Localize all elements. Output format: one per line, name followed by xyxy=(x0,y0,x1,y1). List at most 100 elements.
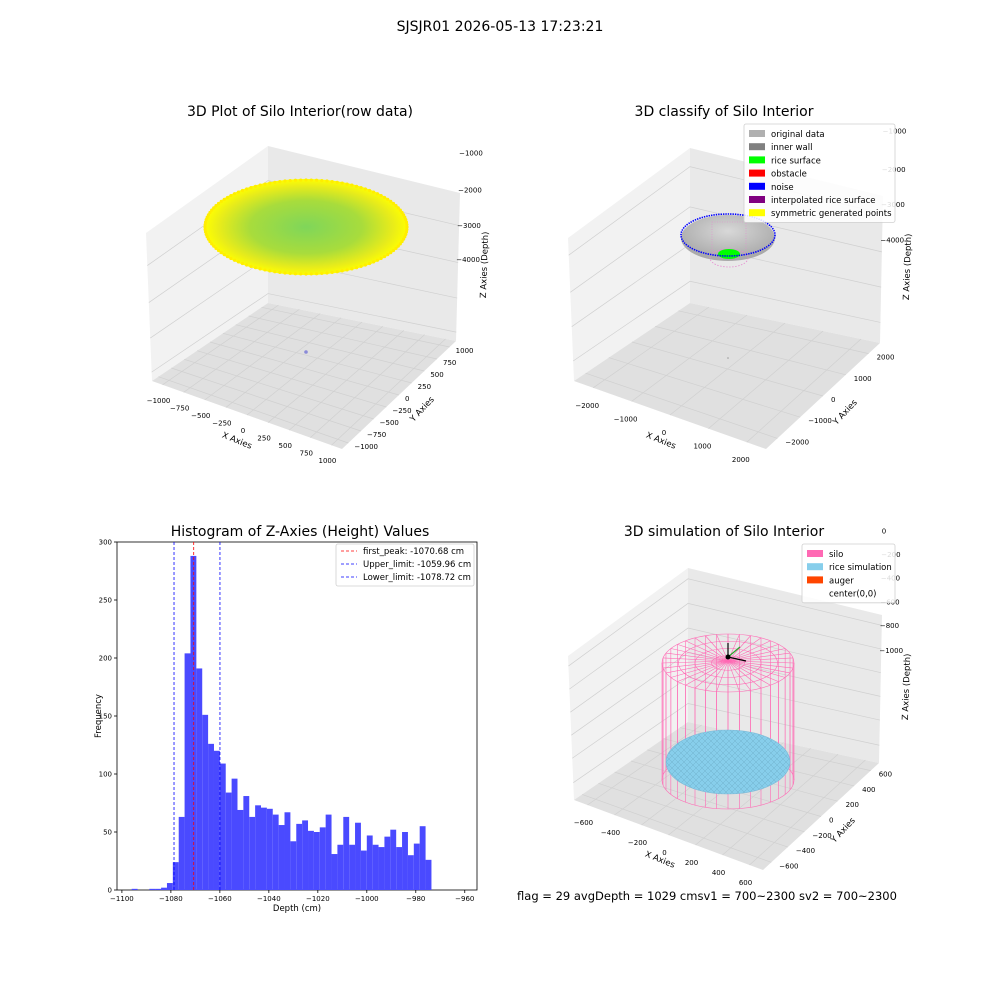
rim-point xyxy=(273,270,277,274)
panel-3d-row-data: 3D Plot of Silo Interior(row data) −1000… xyxy=(146,104,491,465)
z-tick-label: −4000 xyxy=(456,256,480,264)
rim-point xyxy=(299,272,303,276)
rim-point xyxy=(350,183,354,187)
legend-swatch xyxy=(749,169,765,177)
rim-point xyxy=(396,244,400,248)
rim-point xyxy=(404,220,409,224)
silo-roof-line xyxy=(727,637,762,662)
histogram-bar xyxy=(390,829,397,890)
histogram-bar xyxy=(249,816,256,890)
y-tick-label: 250 xyxy=(99,597,112,605)
panel1-outlier-point xyxy=(304,350,308,354)
rim-point xyxy=(203,225,207,229)
rim-point xyxy=(391,248,396,253)
y-tick-label: 0 xyxy=(405,395,409,403)
histogram-bar xyxy=(178,816,185,890)
histogram-bar xyxy=(296,823,303,890)
grid-line xyxy=(261,306,450,348)
rim-point xyxy=(229,193,233,198)
panel4-legend: silo rice simulation auger center(0,0) xyxy=(801,543,896,604)
rim-point xyxy=(379,193,383,198)
z-tick-label: −1000 xyxy=(459,150,483,158)
histogram-bar xyxy=(184,653,191,890)
panel2-legend: original data inner wall rice surface obsta… xyxy=(743,123,896,223)
rim-point xyxy=(214,246,218,250)
x-tick-label: −1060 xyxy=(208,895,232,903)
rim-point xyxy=(401,213,406,217)
histogram-bar xyxy=(278,825,285,890)
grid-line xyxy=(171,367,362,432)
rim-point xyxy=(232,258,237,262)
legend-swatch xyxy=(749,196,765,203)
panel2-panes xyxy=(568,148,883,449)
rim-point xyxy=(205,215,209,219)
silo-roof-line xyxy=(727,660,740,692)
legend-label: center(0,0) xyxy=(829,590,877,600)
grid-line xyxy=(209,341,400,396)
x-tick-label: 1000 xyxy=(319,457,337,465)
panel2-inner-wall xyxy=(681,215,775,261)
z-tick-label: −1000 xyxy=(879,647,903,655)
rim-point xyxy=(206,213,211,217)
rim-point xyxy=(240,188,245,193)
panel1-title: 3D Plot of Silo Interior(row data) xyxy=(187,104,413,120)
rim-point xyxy=(229,256,233,261)
rim-point xyxy=(212,206,216,210)
grid-line xyxy=(151,293,457,373)
rim-point xyxy=(363,263,367,267)
auger-x-axis xyxy=(727,656,747,662)
rim-point xyxy=(293,178,298,182)
y-tick-label: 150 xyxy=(99,713,112,721)
histogram-reference-lines xyxy=(173,542,221,890)
grid-line xyxy=(569,603,882,690)
histogram-bar xyxy=(284,812,291,890)
rim-point xyxy=(204,232,208,236)
rim-point xyxy=(245,263,249,267)
legend-swatch xyxy=(749,143,765,151)
rim-point xyxy=(314,178,319,182)
legend-swatch xyxy=(807,563,823,571)
panel2-interpolated-surface xyxy=(709,248,749,268)
rim-point xyxy=(330,180,334,184)
rim-point xyxy=(222,197,226,201)
grid-line xyxy=(235,324,425,372)
silo-roof-line xyxy=(694,660,729,689)
y-tick-label: 300 xyxy=(99,539,112,547)
histogram-bar xyxy=(302,820,309,890)
panel1-zlabel: Z Axies (Depth) xyxy=(479,231,491,298)
z-tick-label: 0 xyxy=(882,527,886,535)
histogram-xlabel: Depth (cm) xyxy=(273,904,321,914)
grid-line xyxy=(598,782,788,848)
histogram-bar xyxy=(308,830,314,890)
panel2-rice-surface xyxy=(718,249,740,259)
rim-point xyxy=(268,269,272,273)
panel4-rice-simulation xyxy=(665,729,791,795)
y-tick-label: 600 xyxy=(879,771,892,779)
rim-point xyxy=(304,272,308,276)
silo-roof-line xyxy=(727,660,794,669)
z-tick-label: −3000 xyxy=(457,222,481,230)
histogram-bar xyxy=(313,832,320,890)
histogram-bar xyxy=(161,887,167,890)
rim-point xyxy=(359,185,363,190)
auger-y-axis xyxy=(727,646,741,658)
silo-roof-line xyxy=(727,644,779,662)
center-point xyxy=(725,654,731,660)
silo-roof-line xyxy=(727,660,791,674)
histogram-bar xyxy=(149,888,156,890)
histogram-bar xyxy=(402,832,408,890)
histogram-bar xyxy=(396,847,403,890)
y-tick-label: 750 xyxy=(443,359,456,367)
histogram-bar xyxy=(208,743,214,890)
rim-point xyxy=(379,256,383,261)
rim-point xyxy=(400,210,404,215)
y-tick-label: −2000 xyxy=(785,438,809,446)
histogram-bar xyxy=(266,808,273,890)
histogram-bar xyxy=(366,835,373,890)
y-tick-label: 1000 xyxy=(456,347,474,355)
grid-line xyxy=(570,206,882,293)
suptitle: SJSJR01 2026-05-13 17:23:21 xyxy=(397,19,604,35)
rim-point xyxy=(404,232,408,236)
histogram-bar xyxy=(419,826,426,890)
